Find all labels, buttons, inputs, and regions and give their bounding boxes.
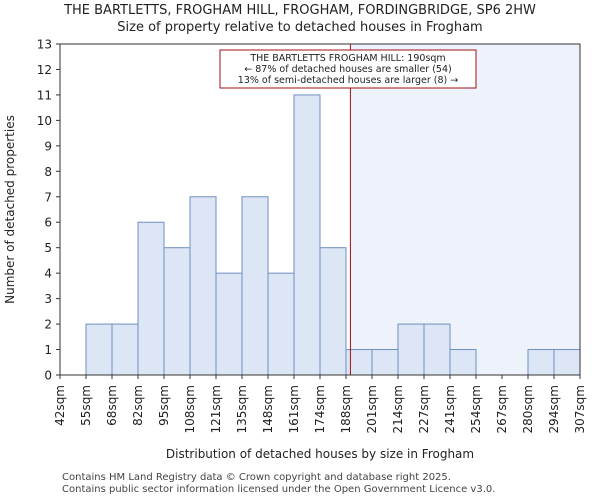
- y-tick-label: 4: [44, 267, 52, 281]
- bar-95sqm: [163, 247, 191, 376]
- x-tick-label: 42sqm: [53, 385, 67, 426]
- x-tick-label: 280sqm: [521, 385, 535, 433]
- x-tick-label: 108sqm: [183, 385, 197, 433]
- bar-121sqm: [215, 272, 243, 376]
- y-tick-label: 0: [44, 369, 52, 383]
- y-tick-label: 1: [44, 343, 52, 357]
- y-tick-label: 11: [37, 88, 52, 102]
- bar-161sqm: [293, 94, 321, 376]
- annotation-line-2: ← 87% of detached houses are smaller (54…: [244, 64, 451, 75]
- bar-68sqm: [111, 323, 139, 376]
- x-tick-label: 201sqm: [365, 385, 379, 433]
- bar-55sqm: [85, 323, 113, 376]
- bar-148sqm: [267, 272, 295, 376]
- bar-280sqm: [527, 349, 555, 376]
- x-axis-label: Distribution of detached houses by size …: [166, 447, 474, 461]
- bar-201sqm: [371, 349, 399, 376]
- footer-line-2: Contains public sector information licen…: [62, 484, 496, 495]
- plot-frame: [59, 43, 581, 376]
- bar-241sqm: [449, 349, 477, 376]
- y-tick-label: 12: [37, 63, 52, 77]
- x-tick-label: 121sqm: [209, 385, 223, 433]
- bar-174sqm: [319, 247, 347, 376]
- x-tick-label: 135sqm: [235, 385, 249, 433]
- x-tick-label: 294sqm: [547, 385, 561, 433]
- bar-214sqm: [397, 323, 425, 376]
- x-tick-label: 95sqm: [157, 385, 171, 426]
- bar-188sqm: [345, 349, 373, 376]
- x-tick-label: 241sqm: [443, 385, 457, 433]
- x-tick-label: 227sqm: [417, 385, 431, 433]
- x-tick-label: 254sqm: [469, 385, 483, 433]
- annotation-line-1: THE BARTLETTS FROGHAM HILL: 190sqm: [249, 53, 445, 64]
- annotation-box: [219, 49, 477, 89]
- y-tick-label: 3: [44, 292, 52, 306]
- y-tick-label: 7: [44, 190, 52, 204]
- y-tick-label: 9: [44, 139, 52, 153]
- chart-subtitle: Size of property relative to detached ho…: [117, 20, 483, 35]
- y-tick-label: 10: [37, 114, 52, 128]
- x-tick-label: 68sqm: [105, 385, 119, 426]
- bar-227sqm: [423, 323, 451, 376]
- y-axis-label: Number of detached properties: [3, 115, 17, 304]
- annotation-line-3: 13% of semi-detached houses are larger (…: [238, 75, 458, 86]
- y-tick-label: 6: [44, 216, 52, 230]
- x-tick-label: 267sqm: [495, 385, 509, 433]
- bar-108sqm: [189, 196, 217, 376]
- x-tick-label: 82sqm: [131, 385, 145, 426]
- y-tick-label: 2: [44, 318, 52, 332]
- x-tick-label: 148sqm: [261, 385, 275, 433]
- bar-82sqm: [137, 221, 165, 376]
- x-tick-label: 307sqm: [573, 385, 587, 433]
- x-tick-label: 174sqm: [313, 385, 327, 433]
- x-tick-label: 161sqm: [287, 385, 301, 433]
- y-tick-label: 13: [37, 38, 52, 52]
- x-tick-label: 55sqm: [79, 385, 93, 426]
- larger-region-highlight: [350, 44, 580, 375]
- y-tick-label: 5: [44, 241, 52, 255]
- chart-title: THE BARTLETTS, FROGHAM HILL, FROGHAM, FO…: [64, 3, 536, 18]
- footer-line-1: Contains HM Land Registry data © Crown c…: [62, 472, 451, 483]
- bar-135sqm: [241, 196, 269, 376]
- y-tick-label: 8: [44, 165, 52, 179]
- x-tick-label: 214sqm: [391, 385, 405, 433]
- x-tick-label: 188sqm: [339, 385, 353, 433]
- bar-294sqm: [553, 349, 581, 376]
